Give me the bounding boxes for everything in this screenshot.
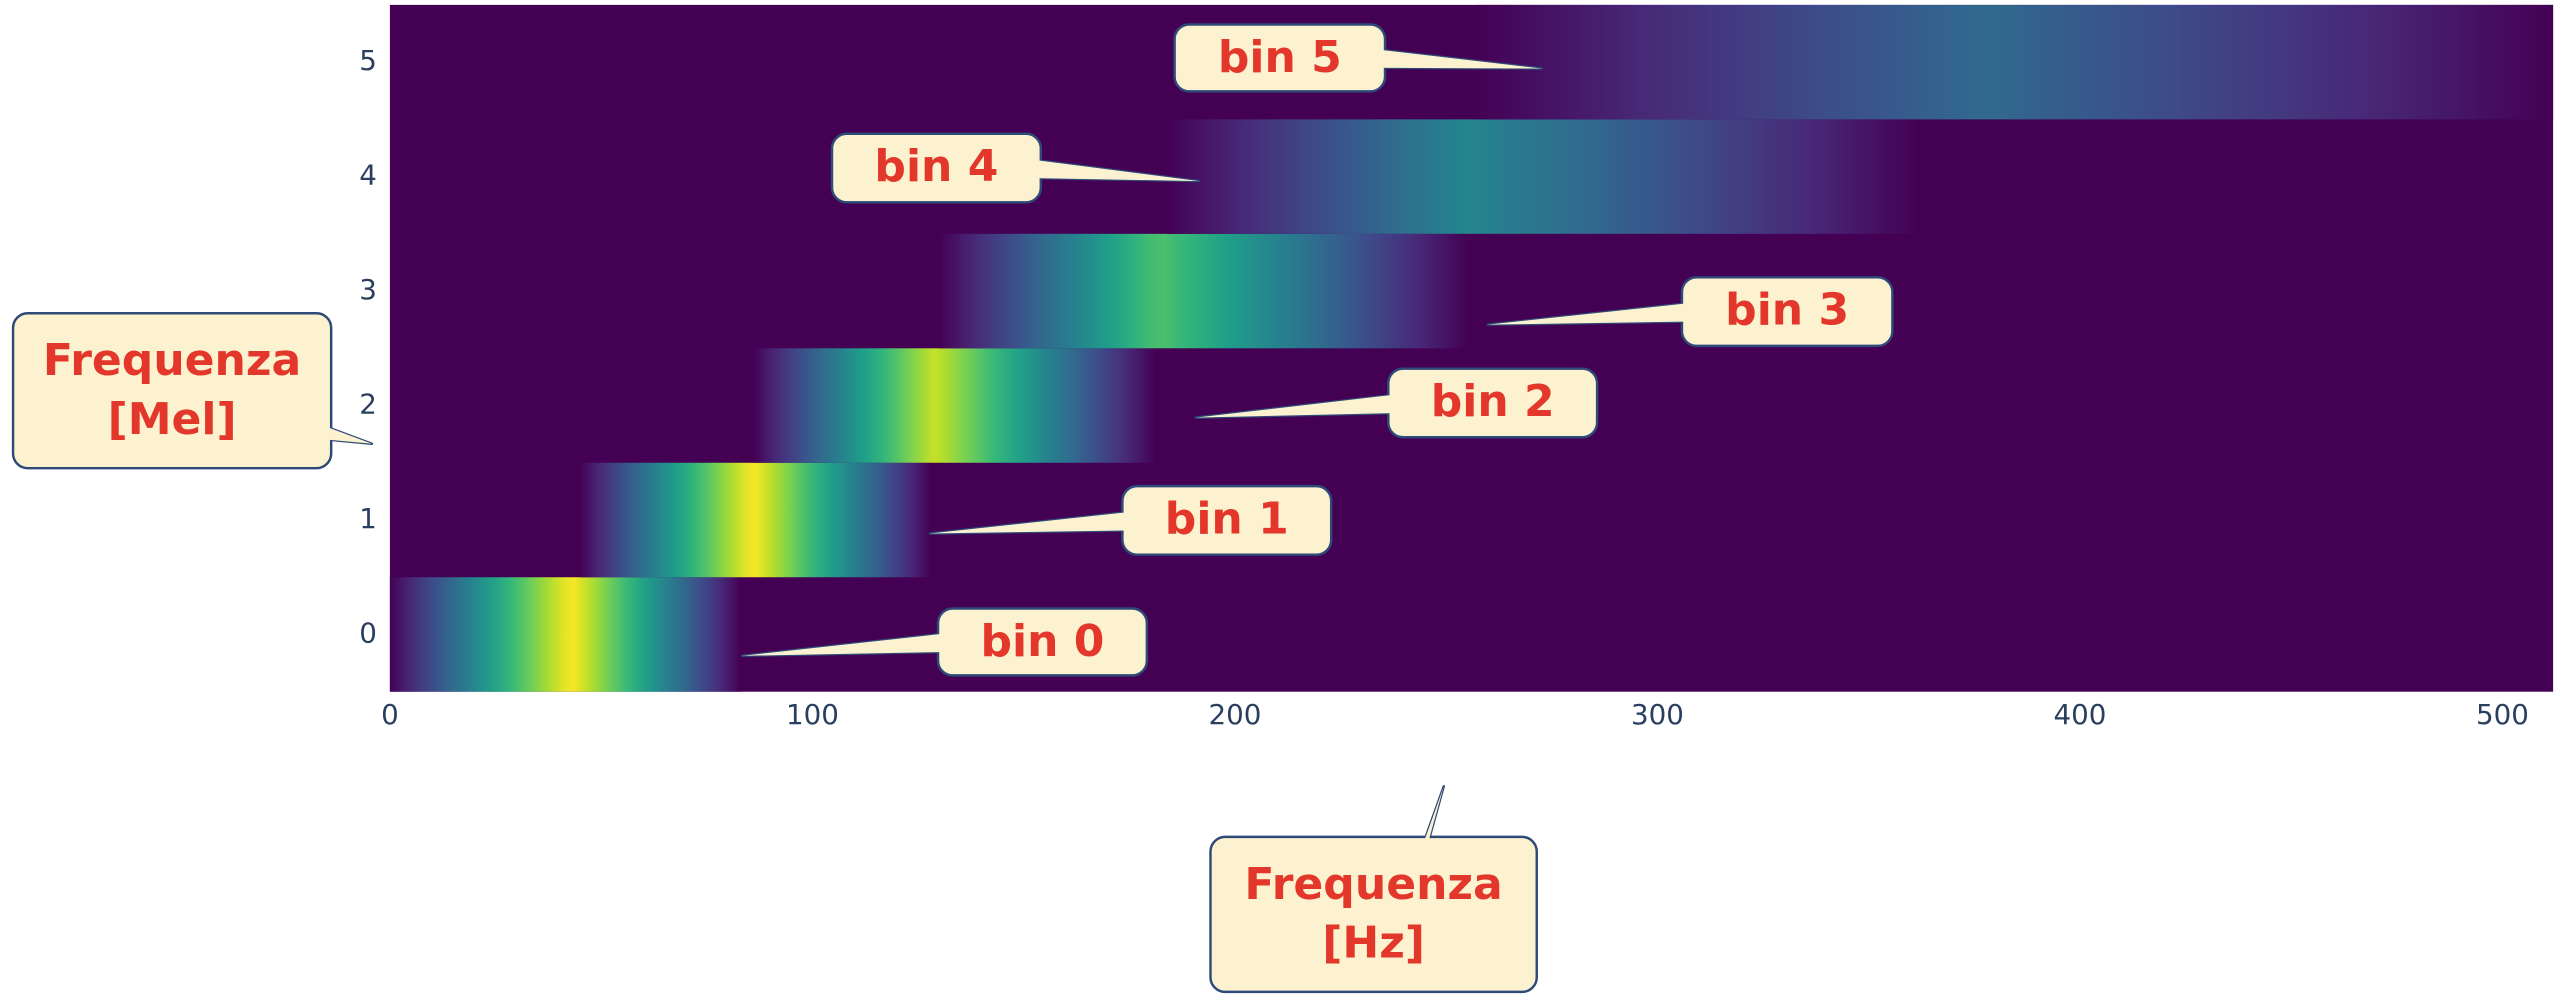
x-tick-label: 200 (1208, 698, 1261, 731)
bin-label-text: bin 5 (1217, 32, 1342, 84)
bin-label-text: bin 0 (980, 616, 1105, 668)
y-axis-title-box (11, 312, 333, 470)
x-axis-title-text: Frequenza [Hz] (1244, 860, 1503, 969)
bin-label-pointer-join (1021, 158, 1200, 182)
x-tick-label: 500 (2476, 698, 2529, 731)
y-axis-title-pointer-join (301, 417, 372, 444)
y-tick-label: 3 (359, 273, 377, 306)
heatmap-row (1167, 119, 1920, 234)
x-tick-label: 400 (2053, 698, 2106, 731)
heatmap-row (1475, 4, 2554, 120)
x-tick-label: 300 (1631, 698, 1684, 731)
y-axis-title-text: Frequenza [Mel] (42, 336, 302, 445)
y-tick-label: 0 (359, 616, 377, 649)
heatmap-row (939, 233, 1468, 349)
heatmap-row (389, 577, 741, 692)
bin-label-text: bin 2 (1430, 377, 1555, 429)
x-tick-label: 100 (786, 698, 839, 731)
bin-label-text: bin 3 (1725, 286, 1850, 337)
x-axis-title-box (1209, 835, 1538, 994)
bin-label-pointer-join (742, 632, 958, 656)
y-tick-label: 2 (359, 388, 377, 421)
y-tick-label: 4 (359, 159, 377, 192)
y-tick-label: 5 (359, 44, 377, 77)
y-tick-label: 1 (359, 502, 377, 535)
heatmap-row (753, 348, 1155, 463)
heatmap-row (580, 462, 931, 578)
bin-label-text: bin 4 (874, 142, 999, 194)
bin-label-text: bin 1 (1164, 495, 1289, 546)
x-tick-label: 0 (381, 698, 399, 731)
